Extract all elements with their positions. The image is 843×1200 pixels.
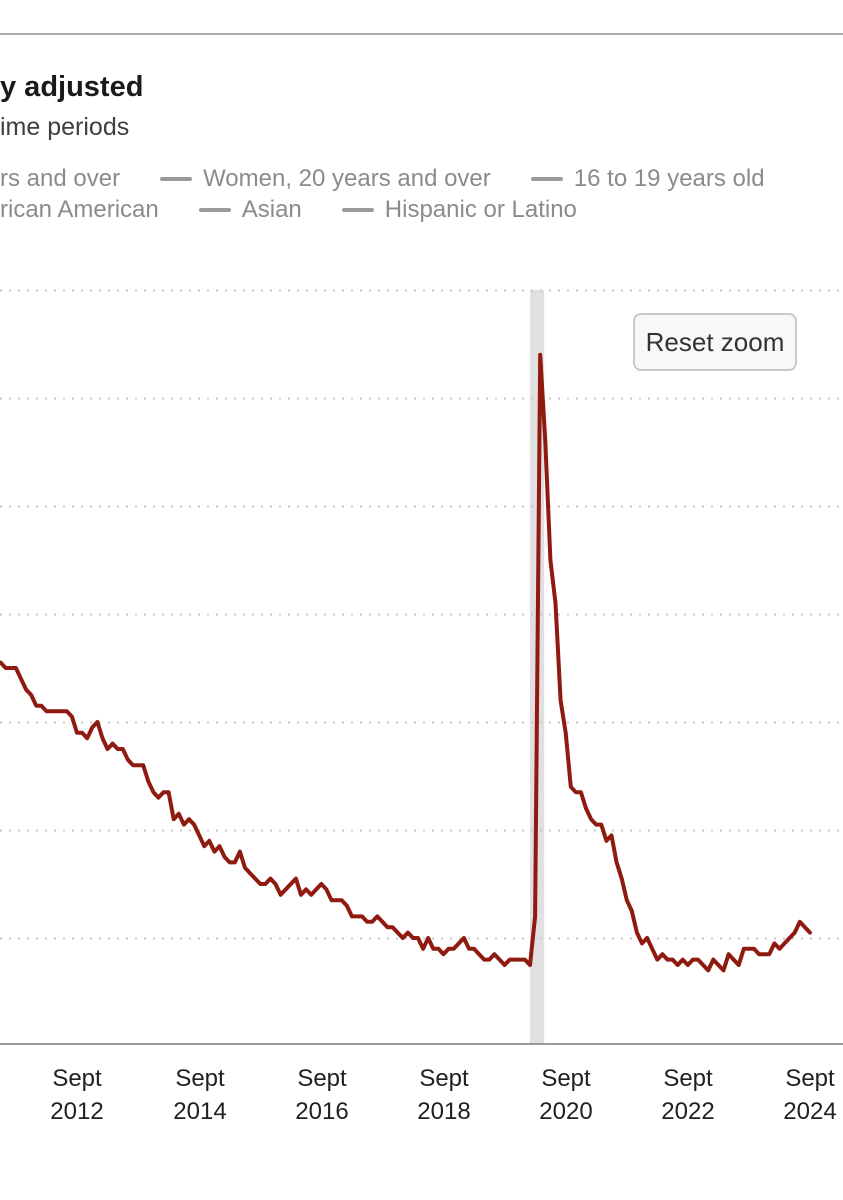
x-tick-year: 2022: [661, 1098, 715, 1125]
legend-dash-icon: [341, 207, 374, 212]
x-tick-month: Sept: [297, 1065, 347, 1092]
legend-item-cutoff-rs-and-over[interactable]: rs and over: [0, 165, 120, 193]
x-tick-month: Sept: [52, 1065, 102, 1092]
y-gridlines: [0, 289, 843, 940]
legend-item-hispanic-or-latino[interactable]: Hispanic or Latino: [341, 195, 577, 224]
legend-item-women-20-and-over[interactable]: Women, 20 years and over: [160, 165, 491, 193]
legend-dash-icon: [198, 207, 231, 212]
x-tick-month: Sept: [663, 1065, 713, 1092]
x-tick-year: 2016: [295, 1098, 349, 1125]
x-tick-year: 2020: [539, 1098, 593, 1125]
legend-row: rican American Asian Hispanic or Latino: [0, 194, 843, 225]
x-tick: Sept 2012: [7, 1062, 147, 1128]
legend-item-16-to-19[interactable]: 16 to 19 years old: [530, 164, 765, 193]
unemployment-line-series: [0, 352, 812, 973]
x-tick: Sept 2016: [252, 1062, 392, 1128]
x-tick-month: Sept: [785, 1065, 835, 1092]
x-tick: Sept 2014: [130, 1062, 270, 1128]
x-tick: Sept 2022: [618, 1062, 758, 1128]
legend-label: Asian: [241, 195, 302, 223]
x-tick-month: Sept: [419, 1065, 469, 1092]
x-tick: Sept 2024: [740, 1062, 843, 1128]
legend-row: rs and over Women, 20 years and over 16 …: [0, 163, 843, 194]
reset-zoom-button[interactable]: Reset zoom: [633, 313, 797, 371]
chart-subtitle: ime periods: [0, 113, 130, 141]
x-tick-month: Sept: [541, 1065, 591, 1092]
x-tick-year: 2018: [417, 1098, 471, 1125]
chart-legend: rs and over Women, 20 years and over 16 …: [0, 163, 843, 225]
legend-label: rican American: [0, 195, 159, 223]
chart-title: y adjusted: [0, 71, 144, 103]
legend-item-asian[interactable]: Asian: [198, 195, 302, 224]
top-divider: [0, 33, 843, 35]
x-tick-year: 2024: [783, 1098, 837, 1125]
x-tick-month: Sept: [175, 1065, 225, 1092]
legend-label: 16 to 19 years old: [573, 164, 765, 192]
x-tick-year: 2012: [50, 1098, 104, 1125]
x-tick: Sept 2018: [374, 1062, 514, 1128]
legend-item-cutoff-rican-american[interactable]: rican American: [0, 196, 159, 224]
legend-label: Hispanic or Latino: [384, 195, 577, 223]
legend-dash-icon: [530, 176, 563, 181]
legend-label: rs and over: [0, 164, 121, 192]
x-tick-year: 2014: [173, 1098, 227, 1125]
legend-label: Women, 20 years and over: [203, 164, 491, 192]
x-tick: Sept 2020: [496, 1062, 636, 1128]
legend-dash-icon: [160, 176, 193, 181]
